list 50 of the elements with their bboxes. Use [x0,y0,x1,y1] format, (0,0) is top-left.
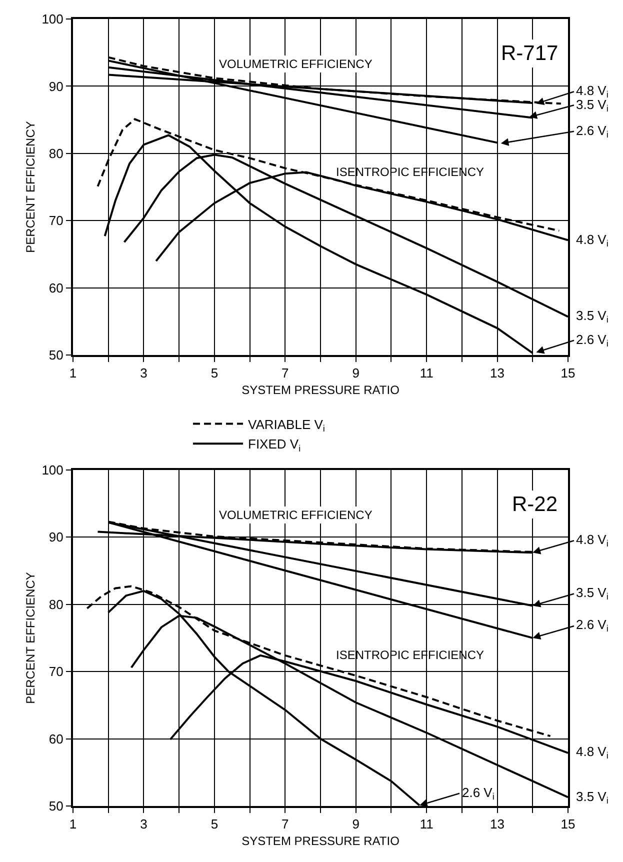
legend-label: FIXED V$_{i}$ [248,436,301,454]
y-tick-label: 80 [48,596,64,612]
x-tick-label: 5 [210,366,218,381]
y-tick-label: 60 [48,280,64,296]
y-axis-title: PERCENT EFFICIENCY [23,121,38,253]
x-tick-label: 15 [560,366,576,381]
x-tick-label: 9 [352,816,360,832]
annotation: VOLUMETRIC EFFICIENCY [219,508,372,522]
y-tick-label: 70 [48,213,64,228]
y-tick-label: 50 [48,798,64,814]
annotation: 2.6 V$_{i}$ [576,123,608,140]
annotation: 2.6 V$_{i}$ [462,785,494,802]
legend-label: VARIABLE V$_{i}$ [248,416,325,434]
x-tick-label: 13 [490,366,505,381]
x-tick-label: 11 [420,816,434,832]
x-tick-label: 7 [282,816,289,832]
annotation: 3.5 V$_{i}$ [576,97,608,114]
annotation: 2.6 V$_{i}$ [576,332,608,349]
y-tick-label: 80 [48,146,64,161]
x-axis-title: SYSTEM PRESSURE RATIO [242,834,400,848]
y-tick-label: 90 [48,530,64,545]
x-tick-label: 5 [210,816,218,832]
y-tick-label: 100 [42,12,64,27]
annotation: 4.8 V$_{i}$ [576,232,608,249]
annotation: R-717 [501,42,558,65]
y-tick-label: 70 [48,664,64,680]
annotation: 3.5 V$_{i}$ [576,308,608,325]
annotation: 4.8 V$_{i}$ [576,83,608,100]
annotation: R-22 [512,493,558,516]
y-axis-title: PERCENT EFFICIENCY [23,572,38,704]
y-tick-label: 100 [42,462,64,478]
x-tick-label: 1 [69,366,77,381]
x-tick-label: 15 [560,816,576,832]
y-tick-label: 90 [48,78,64,94]
annotation: VOLUMETRIC EFFICIENCY [219,57,372,71]
annotation: 2.6 V$_{i}$ [576,617,608,634]
x-tick-label: 13 [490,816,505,832]
x-tick-label: 7 [282,366,289,381]
x-axis-title: SYSTEM PRESSURE RATIO [242,383,400,398]
x-tick-label: 3 [140,366,148,381]
annotation: 3.5 V$_{i}$ [576,789,608,806]
x-tick-label: 11 [420,366,434,381]
y-tick-label: 50 [48,348,64,363]
x-tick-label: 3 [140,816,148,832]
annotation: 3.5 V$_{i}$ [576,585,608,602]
annotation: 4.8 V$_{i}$ [576,532,608,549]
x-tick-label: 9 [352,366,360,381]
x-tick-label: 1 [69,816,77,832]
annotation: 4.8 V$_{i}$ [576,744,608,761]
y-tick-label: 60 [48,731,64,746]
